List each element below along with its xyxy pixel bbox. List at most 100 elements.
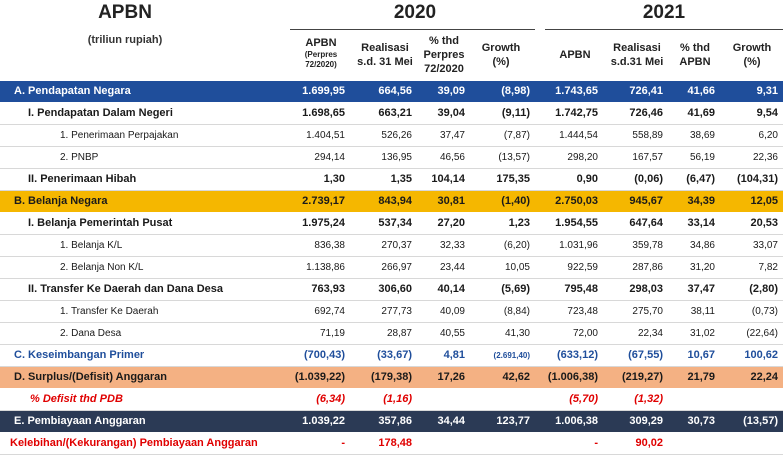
table-cell: (13,57) <box>498 152 530 163</box>
table-row: 1. Transfer Ke Daerah 692,74 277,73 40,09 (8… <box>0 301 783 323</box>
table-cell: 298,20 <box>567 152 598 163</box>
table-cell: 795,48 <box>564 283 598 295</box>
table-cell: (6,34) <box>316 393 345 405</box>
col-header-line: (Perpres <box>304 50 338 59</box>
row-label: E. Pembiayaan Anggaran <box>14 415 146 427</box>
col-header-line: Realisasi <box>361 42 409 54</box>
table-cell: 1.404,51 <box>306 130 345 141</box>
table-cell: 72,00 <box>572 328 598 339</box>
table-cell: (0,73) <box>751 306 778 317</box>
table-cell: 298,03 <box>629 283 663 295</box>
table-row: 2. PNBP 294,14 136,95 46,56 (13,57) 298,20 167… <box>0 147 783 169</box>
table-cell: (219,27) <box>622 371 663 383</box>
table-cell: 1,23 <box>508 217 530 229</box>
table-cell: 33,14 <box>687 217 715 229</box>
table-cell: 71,19 <box>319 328 345 339</box>
table-cell: 12,05 <box>750 195 778 207</box>
table-row: II. Penerimaan Hibah 1,30 1,35 104,14 175,35… <box>0 169 783 191</box>
table-cell: 37,47 <box>439 130 465 141</box>
table-cell: 1,35 <box>390 173 412 185</box>
table-cell: 7,82 <box>758 262 778 273</box>
col-header-line: s.d. 31 Mei <box>357 56 413 68</box>
table-cell: (22,64) <box>746 328 778 339</box>
table-cell: 277,73 <box>381 306 412 317</box>
table-cell: 22,36 <box>752 152 778 163</box>
table-cell: 34,39 <box>687 195 715 207</box>
table-cell: 41,66 <box>687 85 715 97</box>
col-header-line: Perpres <box>423 49 465 61</box>
col-header-line: APBN <box>305 37 337 49</box>
table-cell: (179,38) <box>371 371 412 383</box>
table-cell: 100,62 <box>744 349 778 361</box>
table-cell: 40,14 <box>437 283 465 295</box>
table-cell: 46,56 <box>439 152 465 163</box>
col-header-line: Realisasi <box>613 42 661 54</box>
table-row: I. Pendapatan Dalam Negeri 1.698,65 663,21… <box>0 103 783 125</box>
table-cell: 843,94 <box>378 195 412 207</box>
table-cell: 1.444,54 <box>559 130 598 141</box>
col-header-line: % thd <box>429 35 459 47</box>
table-cell: 39,09 <box>437 85 465 97</box>
table-cell: (5,69) <box>501 283 530 295</box>
table-cell: 30,73 <box>687 415 715 427</box>
col-header-line: APBN <box>559 49 591 61</box>
table-cell: 41,69 <box>687 107 715 119</box>
table-cell: 4,81 <box>443 349 465 361</box>
table-cell: 647,64 <box>629 217 663 229</box>
divider <box>545 29 783 30</box>
table-cell: 1.138,86 <box>306 262 345 273</box>
table-cell: (1.039,22) <box>294 371 345 383</box>
table-cell: (1,40) <box>501 195 530 207</box>
table-cell: 1.975,24 <box>302 217 345 229</box>
table-cell: 34,44 <box>437 415 465 427</box>
table-cell: 294,14 <box>314 152 345 163</box>
row-label: I. Pendapatan Dalam Negeri <box>28 107 173 119</box>
table-header: APBN (triliun rupiah) 2020 2021 APBN (Pe… <box>0 0 783 80</box>
table-cell: 357,86 <box>378 415 412 427</box>
table-cell: (700,43) <box>304 349 345 361</box>
table-cell: 1.031,96 <box>559 240 598 251</box>
table-cell: 41,30 <box>504 328 530 339</box>
table-cell: 123,77 <box>496 415 530 427</box>
row-label: A. Pendapatan Negara <box>14 85 131 97</box>
table-subtitle: (triliun rupiah) <box>87 34 163 46</box>
year-2020: 2020 <box>393 2 437 23</box>
table-cell: (2,80) <box>749 283 778 295</box>
table-cell: 42,62 <box>502 371 530 383</box>
table-cell: (1,16) <box>383 393 412 405</box>
table-cell: 2.739,17 <box>302 195 345 207</box>
row-label: B. Belanja Negara <box>14 195 108 207</box>
table-cell: 30,81 <box>437 195 465 207</box>
table-cell: 537,34 <box>378 217 412 229</box>
row-label: D. Surplus/(Defisit) Anggaran <box>14 371 167 383</box>
col-header-line: 72/2020 <box>424 63 464 75</box>
col-header-pct-2020: % thd Perpres 72/2020 <box>418 34 470 76</box>
table-cell: 28,87 <box>386 328 412 339</box>
table-row: 1. Belanja K/L 836,38 270,37 32,33 (6,20) 1.0… <box>0 235 783 257</box>
table-cell: 526,26 <box>381 130 412 141</box>
col-header-line: 72/2020) <box>305 60 337 69</box>
table-cell: 33,07 <box>752 240 778 251</box>
table-cell: 270,37 <box>381 240 412 251</box>
table-cell: 17,26 <box>437 371 465 383</box>
table-cell: 836,38 <box>314 240 345 251</box>
table-cell: 664,56 <box>378 85 412 97</box>
table-cell: 726,46 <box>629 107 663 119</box>
table-cell: 1.699,95 <box>302 85 345 97</box>
col-header-growth-2021: Growth (%) <box>721 41 783 69</box>
table-cell: 20,53 <box>750 217 778 229</box>
table-cell: 167,57 <box>632 152 663 163</box>
row-label: II. Penerimaan Hibah <box>28 173 137 185</box>
table-cell: 175,35 <box>496 173 530 185</box>
table-cell: 37,47 <box>687 283 715 295</box>
table-cell: (1.006,38) <box>547 371 598 383</box>
col-header-line: APBN <box>679 56 711 68</box>
table-cell: 38,11 <box>690 306 715 317</box>
table-cell: 10,05 <box>504 262 530 273</box>
table-row: II. Transfer Ke Daerah dan Dana Desa 763,… <box>0 279 783 301</box>
table-cell: 1.006,38 <box>555 415 598 427</box>
table-cell: (67,55) <box>628 349 663 361</box>
col-header-realisasi-2021: Realisasi s.d.31 Mei <box>605 41 669 69</box>
table-cell: (8,98) <box>501 85 530 97</box>
